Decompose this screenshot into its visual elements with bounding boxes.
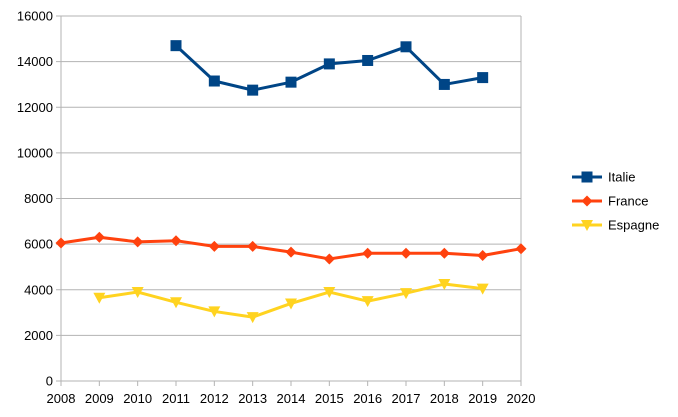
legend-item-italie: Italie <box>572 170 635 185</box>
data-point-espagne <box>93 292 106 304</box>
x-tick-label: 2018 <box>430 391 459 406</box>
data-point-espagne <box>361 296 374 308</box>
legend-item-france: France <box>572 194 648 209</box>
data-point-france <box>477 250 489 262</box>
series-italie <box>170 40 489 96</box>
y-tick-label: 12000 <box>17 100 53 115</box>
legend-item-espagne: Espagne <box>572 218 659 233</box>
y-tick-label: 10000 <box>17 145 53 160</box>
data-point-italie <box>477 72 489 84</box>
x-tick-label: 2015 <box>315 391 344 406</box>
data-point-france <box>247 240 259 252</box>
data-point-italie <box>362 54 374 66</box>
x-axis-ticks: 2008 2009 2010 2011 2012 2013 2014 2015 2016 2017… <box>47 381 536 406</box>
y-tick-label: 8000 <box>24 191 53 206</box>
data-point-france <box>285 246 297 258</box>
x-tick-label: 2011 <box>162 391 190 406</box>
y-tick-label: 4000 <box>24 282 53 297</box>
series-layer <box>55 40 527 324</box>
y-axis-ticks: 0 2000 4000 6000 8000 10000 12000 14000 16000 <box>17 9 61 389</box>
y-tick-label: 0 <box>46 374 53 389</box>
series-espagne <box>93 279 489 324</box>
data-point-espagne <box>323 287 336 299</box>
data-point-espagne <box>476 283 489 295</box>
y-tick-label: 2000 <box>24 328 53 343</box>
data-point-france <box>55 237 67 249</box>
legend-label: France <box>608 194 648 209</box>
data-point-france <box>93 231 105 243</box>
data-point-italie <box>170 40 182 52</box>
data-point-espagne <box>131 287 144 299</box>
data-point-espagne <box>246 312 259 324</box>
data-point-france <box>323 253 335 265</box>
data-point-espagne <box>438 279 451 291</box>
x-tick-label: 2009 <box>85 391 114 406</box>
data-point-france <box>400 247 412 259</box>
x-tick-label: 2013 <box>238 391 267 406</box>
x-tick-label: 2016 <box>353 391 382 406</box>
data-point-italie <box>400 41 412 53</box>
data-point-italie <box>285 76 297 88</box>
data-point-france <box>438 247 450 259</box>
legend-marker-france <box>581 195 593 207</box>
data-point-italie <box>208 75 220 87</box>
legend-marker-italie <box>581 171 593 183</box>
y-tick-label: 6000 <box>24 237 53 252</box>
data-point-espagne <box>400 288 412 300</box>
data-point-italie <box>247 84 259 96</box>
x-tick-label: 2012 <box>200 391 229 406</box>
data-point-italie <box>438 78 450 90</box>
y-tick-label: 14000 <box>17 54 53 69</box>
legend-marker-espagne <box>581 220 593 231</box>
x-tick-label: 2014 <box>277 391 306 406</box>
data-point-espagne <box>170 297 182 309</box>
series-france <box>55 231 527 265</box>
data-point-france <box>515 243 527 255</box>
x-tick-label: 2008 <box>47 391 76 406</box>
legend-label: Espagne <box>608 218 659 233</box>
data-point-espagne <box>285 298 297 310</box>
x-tick-label: 2017 <box>392 391 421 406</box>
data-point-france <box>170 235 182 247</box>
gridlines <box>61 15 521 382</box>
legend: Italie France Espagne <box>572 170 659 233</box>
data-point-france <box>362 247 374 259</box>
x-tick-label: 2019 <box>468 391 497 406</box>
data-point-italie <box>323 58 335 70</box>
data-point-france <box>208 240 220 252</box>
data-point-espagne <box>208 306 221 318</box>
legend-label: Italie <box>608 170 635 185</box>
x-tick-label: 2020 <box>507 391 536 406</box>
data-point-france <box>132 236 144 248</box>
x-tick-label: 2010 <box>123 391 152 406</box>
y-tick-label: 16000 <box>17 9 53 24</box>
